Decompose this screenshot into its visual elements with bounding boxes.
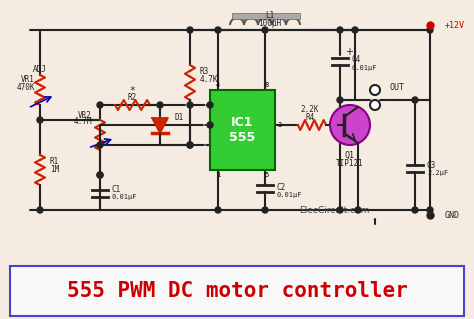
Text: 1: 1 — [216, 172, 220, 178]
Text: 2.2K: 2.2K — [301, 106, 319, 115]
Text: D1: D1 — [175, 114, 184, 122]
Text: GND: GND — [445, 211, 460, 219]
Circle shape — [187, 27, 193, 33]
Circle shape — [370, 85, 380, 95]
Text: 4: 4 — [216, 82, 220, 88]
Circle shape — [412, 97, 418, 103]
Text: 1M: 1M — [50, 166, 59, 174]
Circle shape — [262, 27, 268, 33]
Circle shape — [97, 172, 103, 178]
Text: L1: L1 — [265, 11, 274, 20]
Text: 2: 2 — [203, 142, 207, 148]
Circle shape — [337, 207, 343, 213]
Text: 100μH: 100μH — [258, 19, 282, 27]
Circle shape — [97, 172, 103, 178]
Circle shape — [330, 105, 370, 145]
Text: +: + — [345, 47, 353, 57]
Circle shape — [187, 142, 193, 148]
Circle shape — [187, 102, 193, 108]
Text: R1: R1 — [50, 158, 59, 167]
Text: R2: R2 — [128, 93, 137, 101]
Circle shape — [157, 102, 163, 108]
FancyBboxPatch shape — [210, 90, 275, 170]
Circle shape — [370, 100, 380, 110]
Text: 2.2μF: 2.2μF — [427, 170, 448, 176]
Text: 4.7M: 4.7M — [73, 117, 92, 127]
Text: +12V: +12V — [445, 20, 465, 29]
Text: 6: 6 — [203, 122, 207, 128]
Text: 3: 3 — [278, 122, 282, 128]
Circle shape — [412, 207, 418, 213]
Circle shape — [215, 27, 221, 33]
FancyBboxPatch shape — [232, 13, 300, 19]
Text: 470K: 470K — [17, 83, 35, 92]
Text: *: * — [129, 86, 135, 96]
Circle shape — [355, 207, 361, 213]
Text: TIP121: TIP121 — [336, 159, 364, 167]
Text: 0.01μF: 0.01μF — [352, 65, 377, 71]
Circle shape — [262, 207, 268, 213]
Text: VR1: VR1 — [21, 76, 35, 85]
Text: R4: R4 — [305, 113, 315, 122]
Circle shape — [427, 27, 433, 33]
Circle shape — [187, 142, 193, 148]
Text: 8: 8 — [265, 82, 269, 88]
Text: C2: C2 — [277, 183, 286, 192]
Circle shape — [37, 207, 43, 213]
Circle shape — [207, 122, 213, 128]
Circle shape — [207, 102, 213, 108]
Circle shape — [352, 27, 358, 33]
Text: ElecCircuit.com: ElecCircuit.com — [300, 206, 370, 215]
Circle shape — [337, 27, 343, 33]
Circle shape — [215, 207, 221, 213]
Text: 0.01μF: 0.01μF — [112, 194, 137, 200]
Text: 555 PWM DC motor controller: 555 PWM DC motor controller — [66, 281, 408, 301]
Text: 0.01μF: 0.01μF — [277, 192, 302, 198]
Text: Q1: Q1 — [345, 151, 355, 160]
Polygon shape — [152, 118, 168, 133]
Text: C3: C3 — [427, 160, 436, 169]
Text: R3: R3 — [200, 68, 209, 77]
Circle shape — [337, 97, 343, 103]
Text: VR2: VR2 — [78, 110, 92, 120]
Text: 7: 7 — [203, 102, 207, 108]
Text: ADJ: ADJ — [33, 65, 47, 75]
Text: 5: 5 — [265, 172, 269, 178]
Text: OUT: OUT — [390, 84, 405, 93]
FancyBboxPatch shape — [10, 266, 464, 316]
Circle shape — [97, 142, 103, 148]
Text: C1: C1 — [112, 186, 121, 195]
Circle shape — [427, 207, 433, 213]
FancyBboxPatch shape — [2, 77, 472, 317]
Text: IC1
555: IC1 555 — [229, 116, 255, 144]
Circle shape — [97, 102, 103, 108]
Text: 4.7K: 4.7K — [200, 76, 219, 85]
Circle shape — [37, 117, 43, 123]
Text: C4: C4 — [352, 56, 361, 64]
